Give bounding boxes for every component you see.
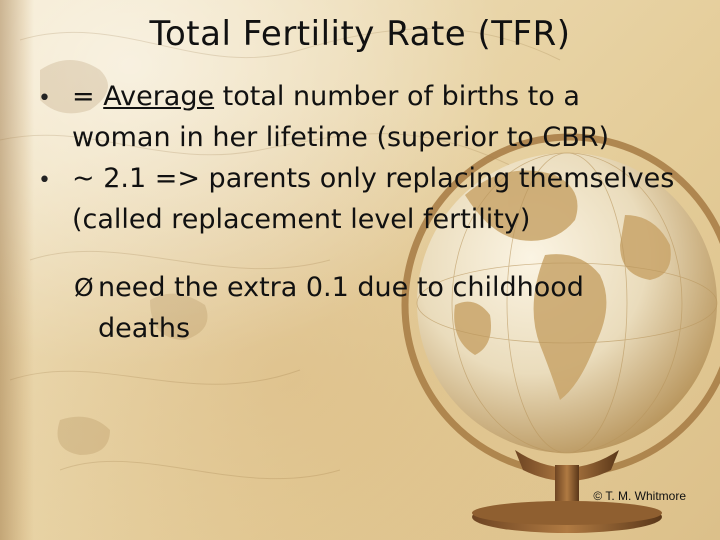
bullet-tfr-definition: • = Average total number of births to a …: [38, 76, 678, 158]
arrow-bullet-icon: Ø: [74, 273, 94, 302]
left-decor-strip: [0, 0, 34, 540]
bullet-text: total number of births to a woman in her…: [72, 81, 610, 153]
bullet-text: ~ 2.1 => parents only replacing themselv…: [72, 163, 675, 235]
desk-globe-icon: [401, 133, 720, 533]
sub-bullet-childhood-deaths: Ø need the extra 0.1 due to childhood de…: [38, 267, 678, 349]
bullet-emphasis: Average: [103, 81, 215, 112]
bullet-replacement-level: • ~ 2.1 => parents only replacing themse…: [38, 158, 678, 240]
copyright-notice: © T. M. Whitmore: [593, 489, 686, 503]
slide-content: • = Average total number of births to a …: [38, 76, 678, 376]
sub-bullet-text: need the extra 0.1 due to childhood deat…: [98, 272, 584, 344]
bullet-dot: •: [38, 168, 51, 193]
bullet-prefix: =: [72, 81, 104, 112]
slide-title: Total Fertility Rate (TFR): [149, 14, 571, 54]
bullet-dot: •: [38, 86, 51, 111]
